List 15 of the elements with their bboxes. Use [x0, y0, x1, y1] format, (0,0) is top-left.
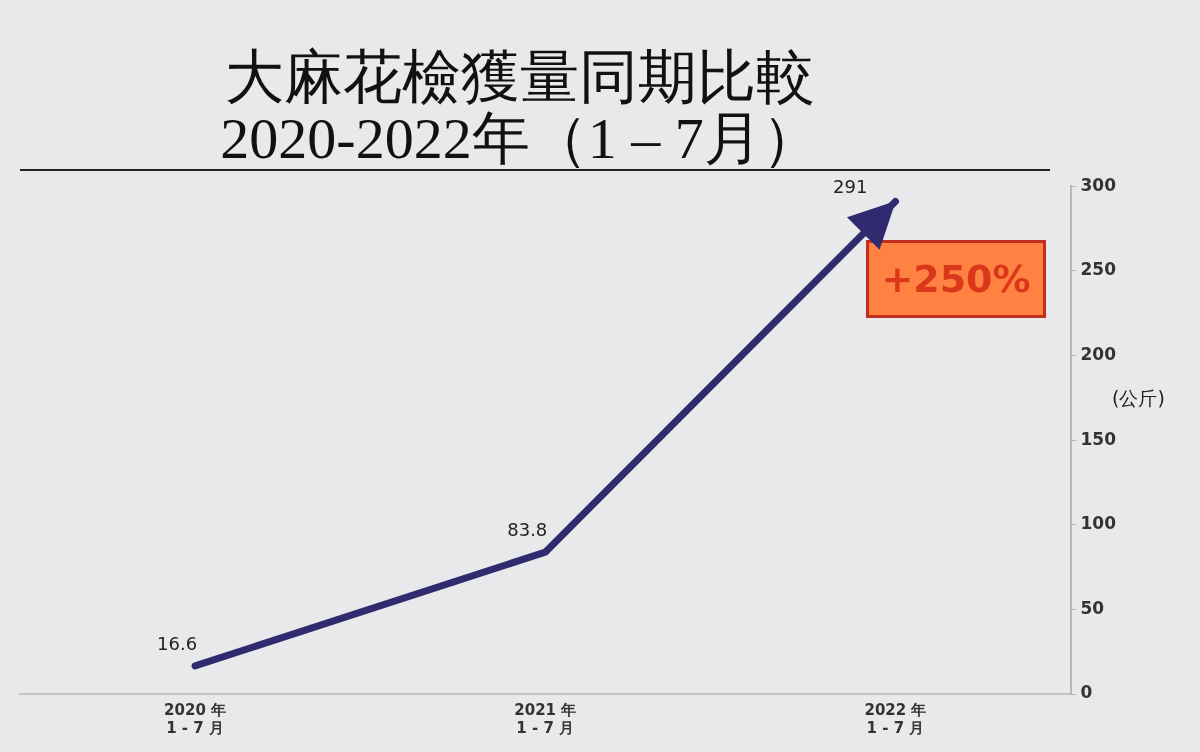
annotation: +250% [866, 240, 1046, 318]
y-tick-label: 300 [1080, 174, 1117, 195]
y-tick-label: 50 [1080, 597, 1105, 618]
x-tick-label: 2022 年 1 - 7 月 [864, 700, 927, 737]
x-tick-label: 2021 年 1 - 7 月 [514, 700, 577, 737]
data-label: 16.6 [157, 632, 198, 654]
y-tick-label: 250 [1080, 259, 1117, 280]
data-label: 83.8 [507, 518, 548, 540]
data-label: 291 [833, 176, 868, 198]
y-axis-title: (公斤) [1112, 386, 1165, 411]
y-tick-label: 0 [1080, 682, 1093, 703]
y-tick-label: 200 [1080, 343, 1117, 364]
x-tick-label: 2020 年 1 - 7 月 [164, 700, 227, 737]
y-tick-label: 100 [1080, 513, 1117, 534]
y-tick-label: 150 [1080, 428, 1117, 449]
